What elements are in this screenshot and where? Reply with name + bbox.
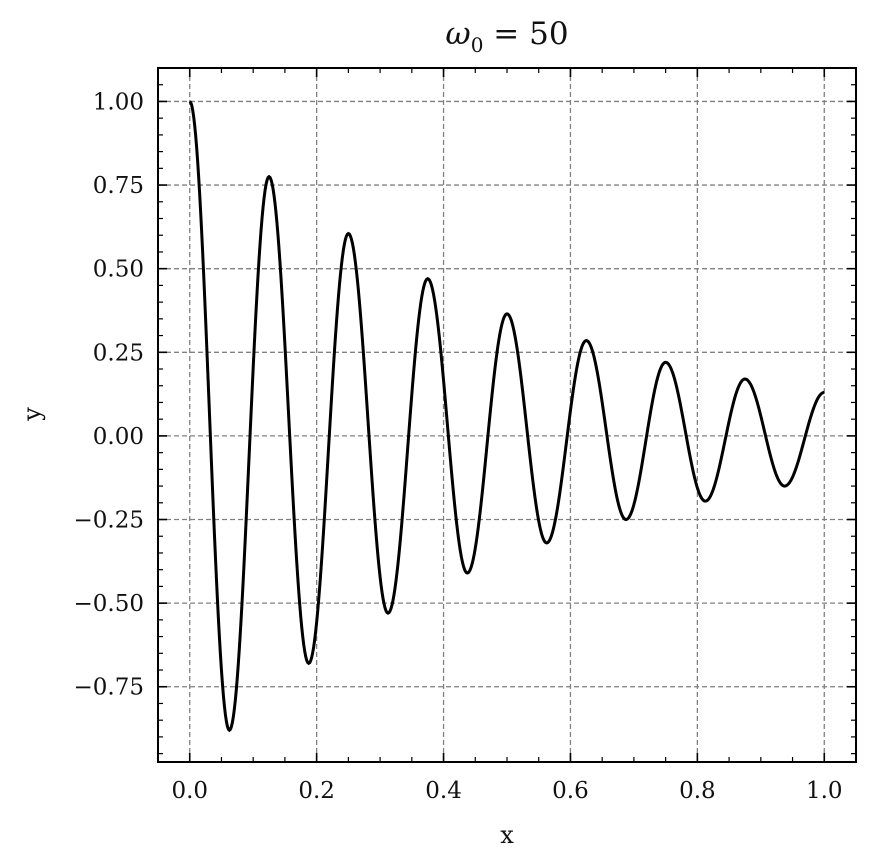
x-tick-label: 1.0 <box>806 778 843 804</box>
title-rest: = 50 <box>483 16 568 52</box>
x-tick-label: 0.0 <box>171 778 208 804</box>
x-tick-label: 0.4 <box>425 778 462 804</box>
y-axis-label: y <box>18 407 46 422</box>
plot-frame <box>157 67 857 763</box>
data-line <box>188 100 825 733</box>
y-tick-label: 1.00 <box>93 89 144 115</box>
y-tick-label: −0.50 <box>74 591 144 617</box>
y-tick-label: 0.50 <box>93 257 144 283</box>
y-tick-label: 0.75 <box>93 173 144 199</box>
x-tick-label: 0.2 <box>298 778 335 804</box>
y-tick-label: 0.00 <box>93 424 144 450</box>
grid <box>158 68 856 762</box>
title-symbol: ω <box>445 16 470 52</box>
tick-labels: 0.0 0.2 0.4 0.6 0.8 1.0 −0.75 −0.50 −0.25 0.00 0.2… <box>74 89 843 804</box>
axis-ticks <box>157 67 857 762</box>
x-tick-label: 0.6 <box>552 778 589 804</box>
title-subscript: 0 <box>471 33 484 57</box>
chart-title: ω0 = 50 <box>445 16 568 57</box>
y-tick-label: 0.25 <box>93 340 144 366</box>
y-tick-label: −0.25 <box>74 508 144 534</box>
x-tick-label: 0.8 <box>679 778 716 804</box>
x-axis-label: x <box>500 821 514 849</box>
y-tick-label: −0.75 <box>74 675 144 701</box>
